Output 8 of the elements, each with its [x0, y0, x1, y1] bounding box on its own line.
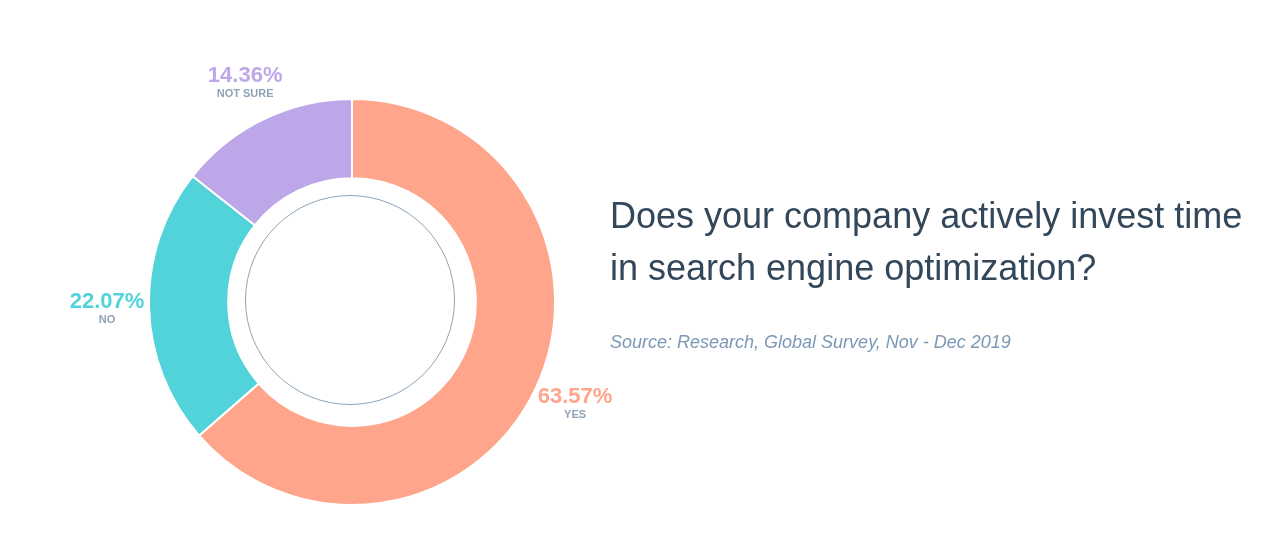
- data-label: 63.57%: [537, 383, 613, 409]
- source-note: Source: Research, Global Survey, Nov - Dec 2019: [610, 332, 1012, 353]
- data-label: 14.36%: [207, 61, 283, 87]
- slice-label: NOT SURE: [216, 86, 274, 99]
- slice-label: NO: [98, 313, 116, 326]
- data-label: 22.07%: [69, 288, 145, 314]
- text: Does your company actively invest time in search engine optimization?: [610, 194, 1244, 290]
- slice-label: YES: [564, 408, 587, 421]
